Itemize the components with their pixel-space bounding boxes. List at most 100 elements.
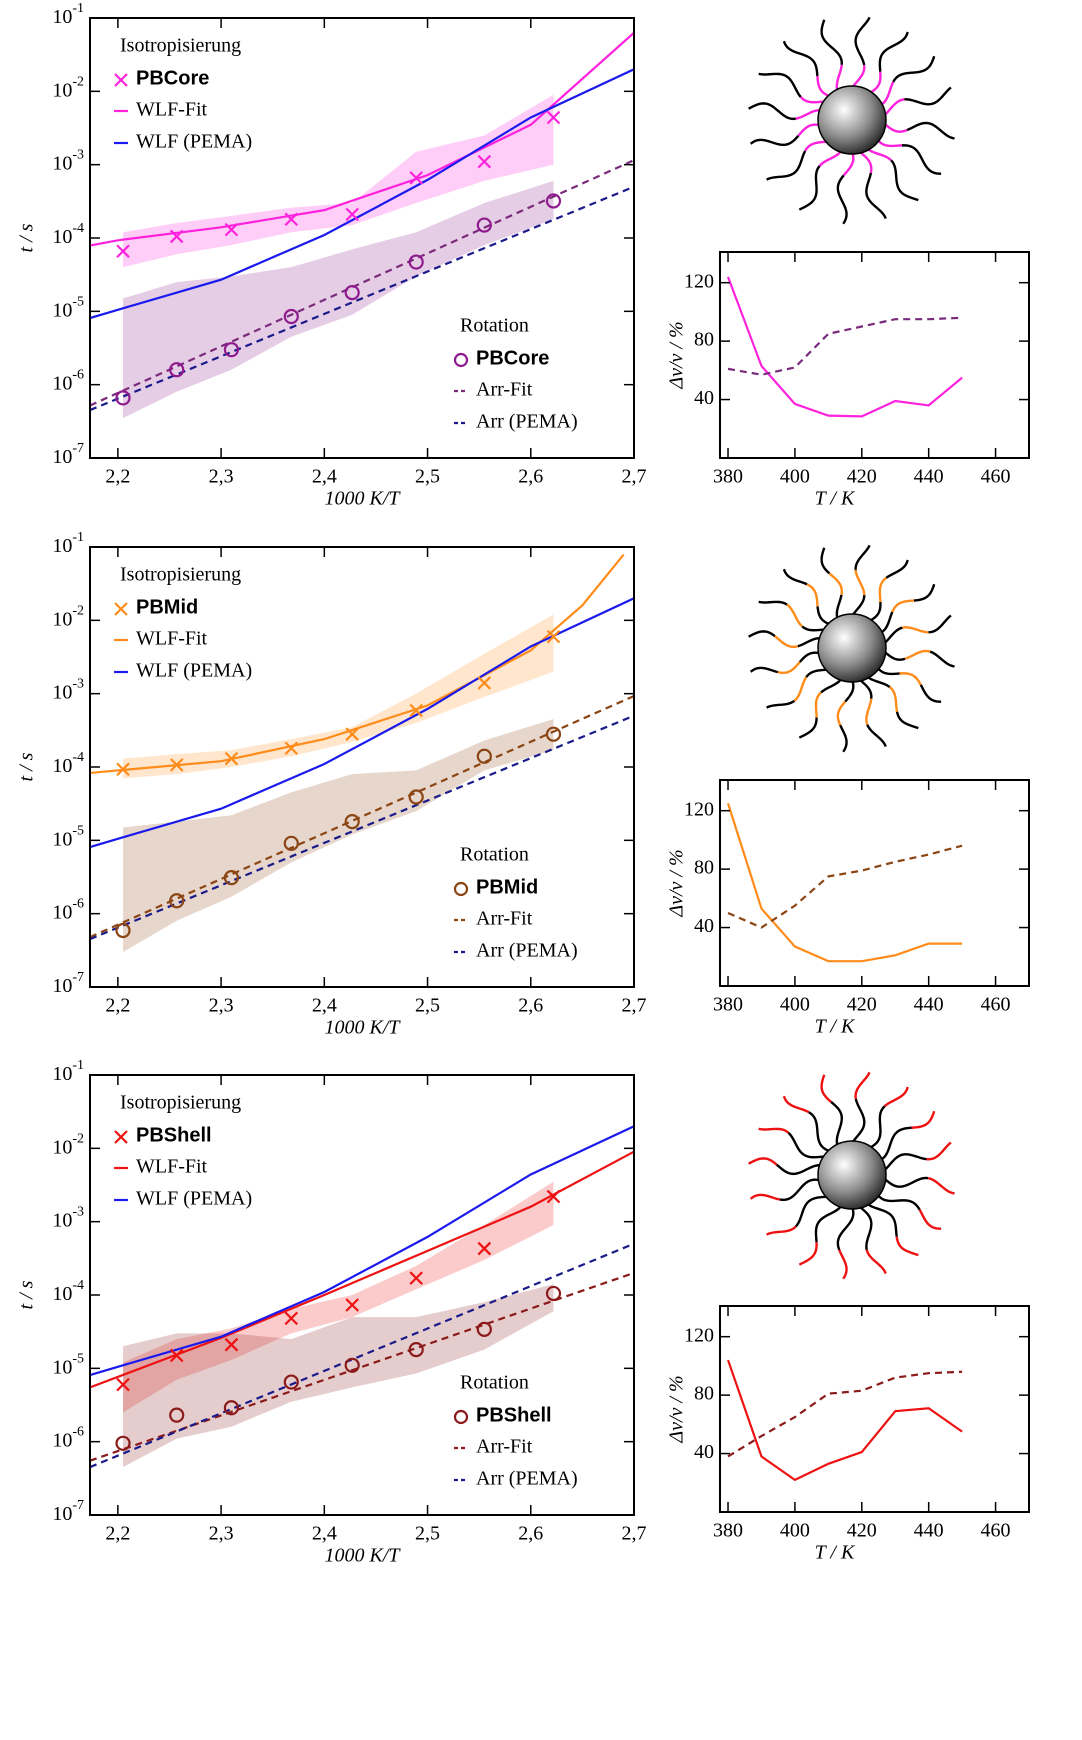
line [726,803,963,963]
polymer-arm [838,1249,848,1280]
x-tick-label: 460 [981,994,1011,1016]
x-tick-label: 2,2 [105,995,130,1017]
y-axis-label: t / s [16,1280,38,1309]
marker [546,110,561,125]
marker [283,308,299,325]
marker [344,1357,360,1373]
x-tick-label: 2,3 [209,466,234,488]
line [90,1242,634,1469]
nanoparticle [817,1140,887,1210]
polymer-arm [854,1071,871,1100]
polymer-arm [928,614,952,634]
polymer-arm [777,661,801,675]
polymer-arm [913,583,936,602]
legend-label: PBCore [136,67,209,89]
polymer-arm [878,31,909,72]
marker [116,762,130,777]
polymer-arm [865,1249,887,1275]
x-tick-label: 2,7 [622,1523,647,1545]
polymer-arm [895,1236,919,1257]
polymer-arm [865,172,887,220]
polymer-arm [854,544,871,570]
marker [224,1337,239,1352]
polymer-arm [782,40,819,77]
plot-area [90,1125,634,1469]
marker [345,207,359,222]
polymer-arm [911,1110,936,1129]
polymer-arm [919,684,942,703]
legend-label: PBMid [136,596,198,618]
marker [545,193,562,209]
marker [408,789,424,805]
marker [115,390,131,406]
y-tick-label: 10-4 [52,1278,84,1304]
plot-area [726,1359,963,1482]
line [90,185,634,412]
line [90,68,634,320]
polymer-arm [794,1195,831,1228]
polymer-arm [918,1209,942,1230]
polymer-arm [883,122,908,133]
marker [115,922,131,939]
x-tick-label: 2,3 [209,1523,234,1545]
y-tick-label: 10-7 [52,970,84,996]
x-tick-label: 440 [914,1520,944,1542]
polymer-arm [836,1204,855,1251]
polymer-arm [899,672,922,686]
polymer-arm [878,576,888,603]
polymer-arm [883,98,905,117]
y-tick-label: 10-7 [52,441,84,467]
legend-label: Arr (PEMA) [476,1468,578,1490]
legend-label: Arr (PEMA) [476,940,578,962]
polymer-arm [854,16,871,66]
nanoparticle [817,85,887,155]
marker [409,171,423,185]
x-tick-label: 400 [780,1520,810,1542]
y-tick-label: 10-1 [52,530,84,556]
polymer-arm [806,583,819,607]
polymer-arm [793,676,808,702]
polymer-arm [782,568,808,586]
x-tick-label: 460 [981,466,1011,488]
plot-frame [719,1305,1030,1513]
legend-label: Arr-Fit [476,379,533,401]
y-axis-label: Δν/ν / % [666,321,688,389]
legend-marker [453,1409,469,1425]
marker [344,285,360,301]
marker [223,870,240,886]
x-tick-label: 2,7 [622,466,647,488]
legend-label: Arr-Fit [476,1436,533,1458]
x-tick-label: 2,2 [105,466,130,488]
error-band [123,719,554,953]
polymer-arm [875,1192,921,1211]
marker [545,1285,562,1302]
polymer-arm [881,1175,929,1188]
polymer-arm [842,151,855,177]
polymer-arm [782,1095,810,1114]
polymer-arm [808,1111,833,1154]
polymer-arm [858,150,873,174]
line [90,31,634,247]
polymer-arm [866,724,887,748]
polymer-arm [798,717,818,739]
x-tick-label: 460 [981,1520,1011,1542]
marker [409,703,423,718]
x-tick-label: 380 [713,466,743,488]
legend-marker [114,602,128,616]
x-tick-label: 2,6 [518,995,543,1017]
marker [169,362,185,378]
x-axis-label: 1000 K/T [324,1017,401,1039]
y-tick-label: 10-6 [52,897,84,923]
y-tick-label: 10-5 [52,1352,84,1378]
x-tick-label: 2,7 [622,995,647,1017]
marker [477,1241,492,1256]
marker [169,1348,184,1363]
x-tick-label: 2,4 [312,995,337,1017]
y-tick-label: 10-2 [52,604,84,630]
polymer-arm [758,72,802,98]
marker [116,1377,130,1392]
polymer-arm [888,686,899,712]
legend-marker [114,73,128,87]
y-tick-label: 80 [694,329,714,351]
